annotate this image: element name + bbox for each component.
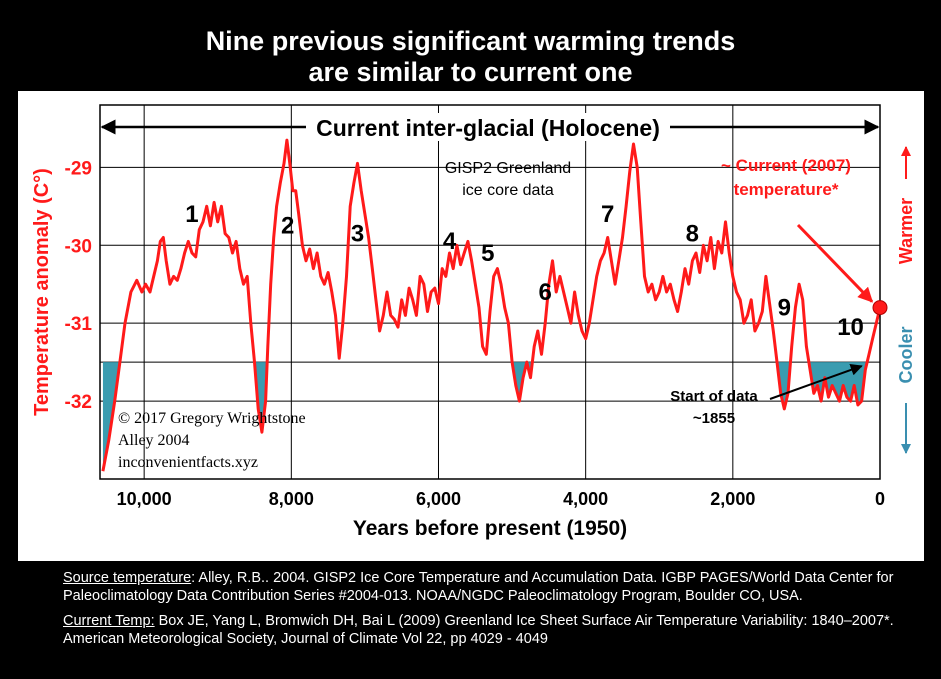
axes-text: 10,000 8,000 6,000 4,000 2,000 0 Years before … <box>31 146 916 540</box>
trend-number: 1 <box>185 201 198 228</box>
temperature-curve <box>101 138 882 472</box>
cooler-label: Cooler <box>896 326 916 383</box>
trend-number: 4 <box>443 228 457 255</box>
x-tick-label: 4,000 <box>563 489 608 509</box>
x-axis-label: Years before present (1950) <box>353 517 627 540</box>
trend-number: 2 <box>281 213 294 240</box>
source-temperature-text: : Alley, R.B.. 2004. GISP2 Ice Core Temp… <box>63 570 894 604</box>
source-current-label: Current Temp: <box>63 613 155 629</box>
y-tick-label: -31 <box>65 314 93 335</box>
holocene-label: Current inter-glacial (Holocene) <box>316 115 660 141</box>
page-title: Nine previous significant warming trends… <box>0 26 941 88</box>
x-tick-label: 0 <box>875 489 885 509</box>
sources: Source temperature: Alley, R.B.. 2004. G… <box>63 569 923 655</box>
source-temperature-label: Source temperature <box>63 570 192 586</box>
start-arrow <box>769 364 863 400</box>
chart-svg: Current inter-glacial (Holocene) GISP2 Gr… <box>31 104 916 540</box>
x-tick-label: 10,000 <box>117 489 172 509</box>
x-tick-label: 8,000 <box>269 489 314 509</box>
x-tick-label: 2,000 <box>710 489 755 509</box>
warmer-label: Warmer <box>896 198 916 264</box>
copyright-line: © 2017 Gregory Wrightstone <box>118 410 306 427</box>
source-current: Current Temp: Box JE, Yang L, Bromwich D… <box>63 612 923 648</box>
y-tick-label: -30 <box>65 236 92 257</box>
y-tick-label: -29 <box>65 158 92 179</box>
title-line-2: are similar to current one <box>308 57 633 87</box>
current-arrow <box>796 223 874 303</box>
title-line-1: Nine previous significant warming trends <box>205 26 736 56</box>
plot-frame <box>99 104 881 480</box>
chart-panel: Current inter-glacial (Holocene) GISP2 Gr… <box>18 91 924 561</box>
trend-number: 10 <box>837 314 864 341</box>
copyright-line: inconvenientfacts.xyz <box>118 454 258 471</box>
data-source-label-line-1: GISP2 Greenland <box>445 160 571 177</box>
trend-number: 5 <box>481 240 494 267</box>
current-label-line-1: ~ Current (2007) <box>721 156 851 175</box>
data-source-label-line-2: ice core data <box>462 182 554 199</box>
start-label-line-2: ~1855 <box>693 410 735 427</box>
source-current-text: Box JE, Yang L, Bromwich DH, Bai L (2009… <box>63 613 894 647</box>
trend-number: 6 <box>539 279 552 306</box>
current-point-marker <box>872 300 888 316</box>
start-label-line-1: Start of data <box>670 388 758 405</box>
source-temperature: Source temperature: Alley, R.B.. 2004. G… <box>63 569 923 605</box>
trend-number: 8 <box>686 220 699 247</box>
trend-number: 3 <box>351 220 364 247</box>
trend-number: 7 <box>601 201 614 228</box>
annotations: Current inter-glacial (Holocene) GISP2 Gr… <box>100 113 888 471</box>
y-tick-label: -32 <box>65 392 92 413</box>
trend-number: 9 <box>778 294 791 321</box>
holocene-label-bg <box>306 113 670 141</box>
y-axis-label: Temperature anomaly (C°) <box>31 168 53 416</box>
current-label-line-2: temperature* <box>734 180 839 199</box>
x-tick-label: 6,000 <box>416 489 461 509</box>
copyright-line: Alley 2004 <box>118 432 190 449</box>
